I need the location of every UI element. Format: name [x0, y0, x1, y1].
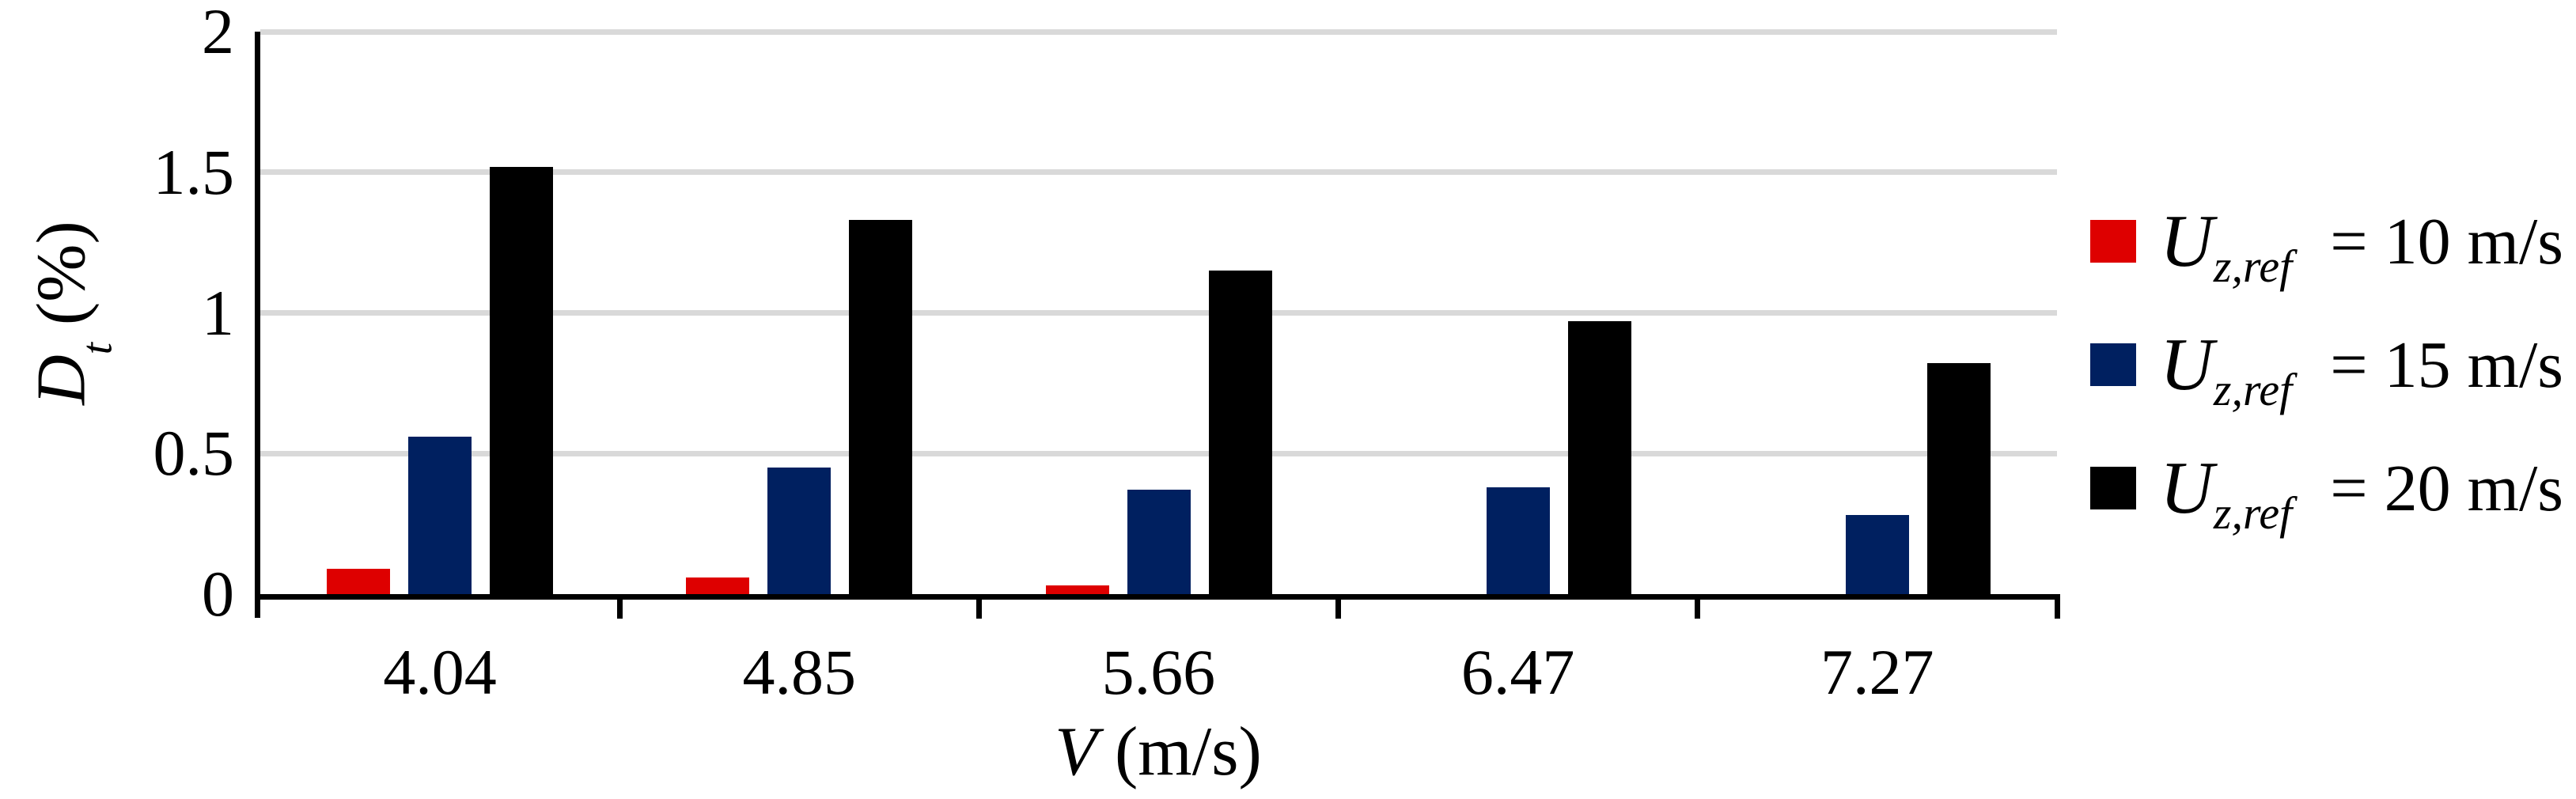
legend-symbol: U [2160, 324, 2214, 406]
x-axis-line [255, 594, 2057, 600]
gridline-y-0.5 [260, 450, 2057, 456]
gridline-y-2 [260, 28, 2057, 35]
bar-series3-7.27 [1926, 363, 1991, 594]
legend-label: Uz,ref [2160, 322, 2292, 413]
legend-item-20ms: Uz,ref = 20 m/s [2090, 444, 2563, 536]
x-axis-tick [2054, 594, 2060, 619]
x-axis-tick [1335, 594, 1342, 619]
bar-series3-5.66 [1208, 271, 1272, 594]
bar-series1-4.85 [686, 577, 750, 594]
gridline-y-1 [260, 310, 2057, 316]
y-tick-label-0.5: 0.5 [153, 417, 235, 490]
legend-symbol: U [2160, 200, 2214, 282]
x-tick-label-5.66: 5.66 [1101, 636, 1216, 708]
legend-value: = 10 m/s [2330, 204, 2563, 278]
legend-value: = 20 m/s [2330, 451, 2563, 525]
y-tick-label-1: 1 [202, 276, 234, 349]
bar-series3-4.85 [849, 220, 913, 594]
bar-series2-7.27 [1845, 515, 1909, 594]
legend-label: Uz,ref [2160, 199, 2292, 290]
x-axis-title-unit: (m/s) [1097, 714, 1262, 790]
y-tick-label-1.5: 1.5 [153, 135, 235, 208]
x-axis-tick [975, 594, 982, 619]
bar-series2-6.47 [1486, 487, 1550, 594]
legend-symbol-subscript: z,ref [2213, 240, 2293, 293]
legend-label: Uz,ref [2160, 445, 2292, 536]
legend-swatch [2090, 343, 2136, 386]
x-axis-tick [1695, 594, 1701, 619]
y-tick-label-2: 2 [202, 0, 234, 67]
y-axis-line [255, 32, 260, 618]
x-axis-title: V (m/s) [921, 710, 1396, 793]
bar-series2-4.04 [408, 436, 472, 594]
bar-series1-5.66 [1045, 585, 1109, 594]
legend-symbol-subscript: z,ref [2213, 364, 2293, 416]
bar-series2-5.66 [1127, 490, 1191, 594]
gridline-y-1.5 [260, 169, 2057, 176]
bar-series3-4.04 [490, 166, 554, 594]
y-axis-title-subscript: t [72, 343, 121, 355]
legend-item-10ms: Uz,ref = 10 m/s [2090, 197, 2563, 290]
x-axis-tick [616, 594, 623, 619]
x-tick-label-6.47: 6.47 [1460, 636, 1575, 708]
bar-series1-4.04 [327, 569, 391, 594]
legend-swatch [2090, 467, 2136, 509]
bar-series2-4.85 [767, 468, 832, 594]
y-tick-label-0: 0 [202, 558, 234, 630]
legend-item-15ms: Uz,ref = 15 m/s [2090, 320, 2563, 413]
bar-series3-6.47 [1567, 321, 1631, 594]
legend-symbol-subscript: z,ref [2213, 487, 2293, 540]
legend-swatch [2090, 220, 2136, 263]
x-tick-label-4.85: 4.85 [742, 636, 856, 708]
x-tick-label-7.27: 7.27 [1820, 636, 1934, 708]
y-axis-title-unit: (%) [23, 221, 100, 343]
y-axis-title-symbol: D [23, 354, 100, 405]
x-tick-label-4.04: 4.04 [383, 636, 497, 708]
x-axis-title-symbol: V [1055, 714, 1097, 790]
y-axis-title: Dt (%) [17, 68, 121, 559]
legend-value: = 15 m/s [2330, 328, 2563, 402]
legend-symbol: U [2160, 447, 2214, 529]
